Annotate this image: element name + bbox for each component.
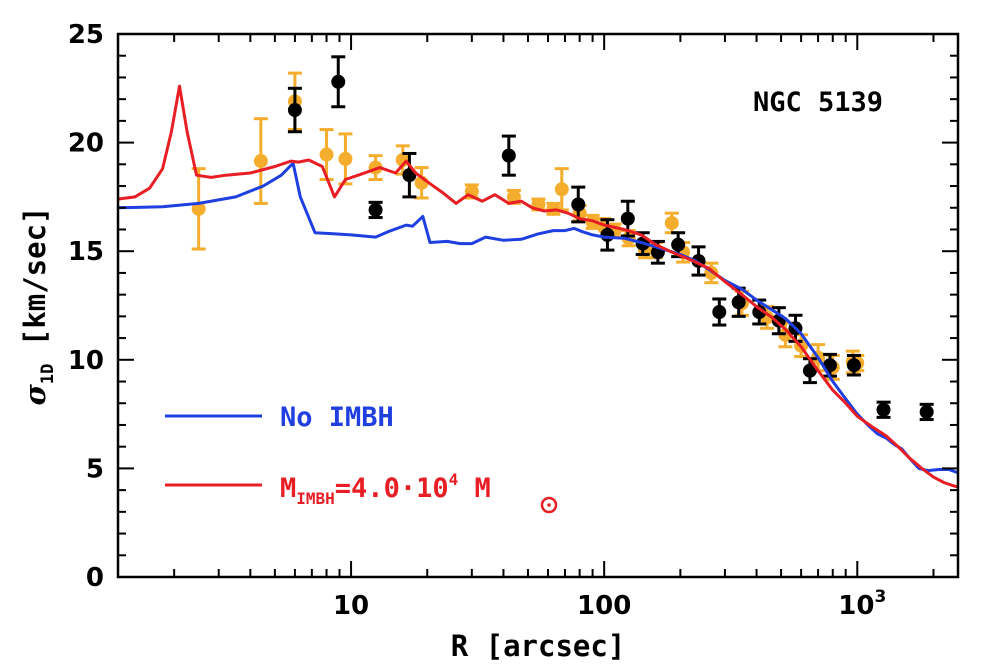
x-tick-label: 100: [577, 591, 631, 621]
data-point-orange: [319, 128, 334, 182]
data-point-black: [876, 400, 891, 419]
y-tick-label: 25: [68, 20, 104, 50]
data-point-orange: [338, 132, 353, 186]
data-point-black: [919, 402, 934, 422]
data-point-black: [571, 185, 586, 224]
data-point-black: [331, 55, 346, 109]
label-layer: 0 5 10 15 20 25 10 100 103: [68, 20, 886, 621]
y-axis-sigma: σ: [18, 384, 52, 406]
data-point-black: [368, 200, 383, 220]
plot-frame: [116, 32, 960, 579]
tick-layer: [118, 33, 958, 578]
legend-label-no-imbh: No IMBH: [280, 402, 394, 433]
data-point-black: [501, 134, 516, 177]
data-point-black: [712, 297, 727, 327]
object-name-annotation: NGC 5139: [753, 87, 883, 118]
legend-label-imbh: MIMBH=4.0·104 M: [280, 470, 491, 508]
legend-imbh-sub: IMBH: [296, 489, 335, 508]
x-tick-label: 10: [333, 591, 369, 621]
y-tick-label: 5: [86, 454, 104, 484]
data-point-black: [287, 86, 302, 134]
legend-exponent: 4: [449, 470, 459, 489]
y-axis-units: [km/sec]: [18, 206, 52, 363]
sun-symbol-icon: [540, 496, 558, 514]
y-axis-subscript: 1D: [38, 364, 58, 384]
y-axis-title: σ1D [km/sec]: [18, 206, 58, 405]
y-tick-label: 0: [86, 563, 104, 593]
legend-mass-value: =4.0·10: [335, 473, 449, 504]
model-line-red: [118, 84, 958, 489]
legend-m: M: [280, 473, 296, 504]
errorbar-series-orange: [191, 71, 865, 381]
y-tick-label: 20: [68, 129, 104, 159]
x-tick-label: 103: [838, 587, 886, 621]
legend-msun: M: [458, 473, 491, 504]
data-point-black: [846, 353, 861, 377]
data-point-orange: [191, 167, 206, 251]
model-line-blue: [118, 161, 958, 475]
legend: No IMBH MIMBH=4.0·104 M: [165, 402, 558, 514]
data-point-black: [752, 298, 767, 326]
data-layer: [118, 55, 958, 489]
data-point-orange: [253, 117, 268, 205]
y-tick-label: 10: [68, 346, 104, 376]
y-tick-label: 15: [68, 237, 104, 267]
data-point-orange: [664, 211, 679, 235]
x-axis-title: R [arcsec]: [451, 629, 626, 663]
